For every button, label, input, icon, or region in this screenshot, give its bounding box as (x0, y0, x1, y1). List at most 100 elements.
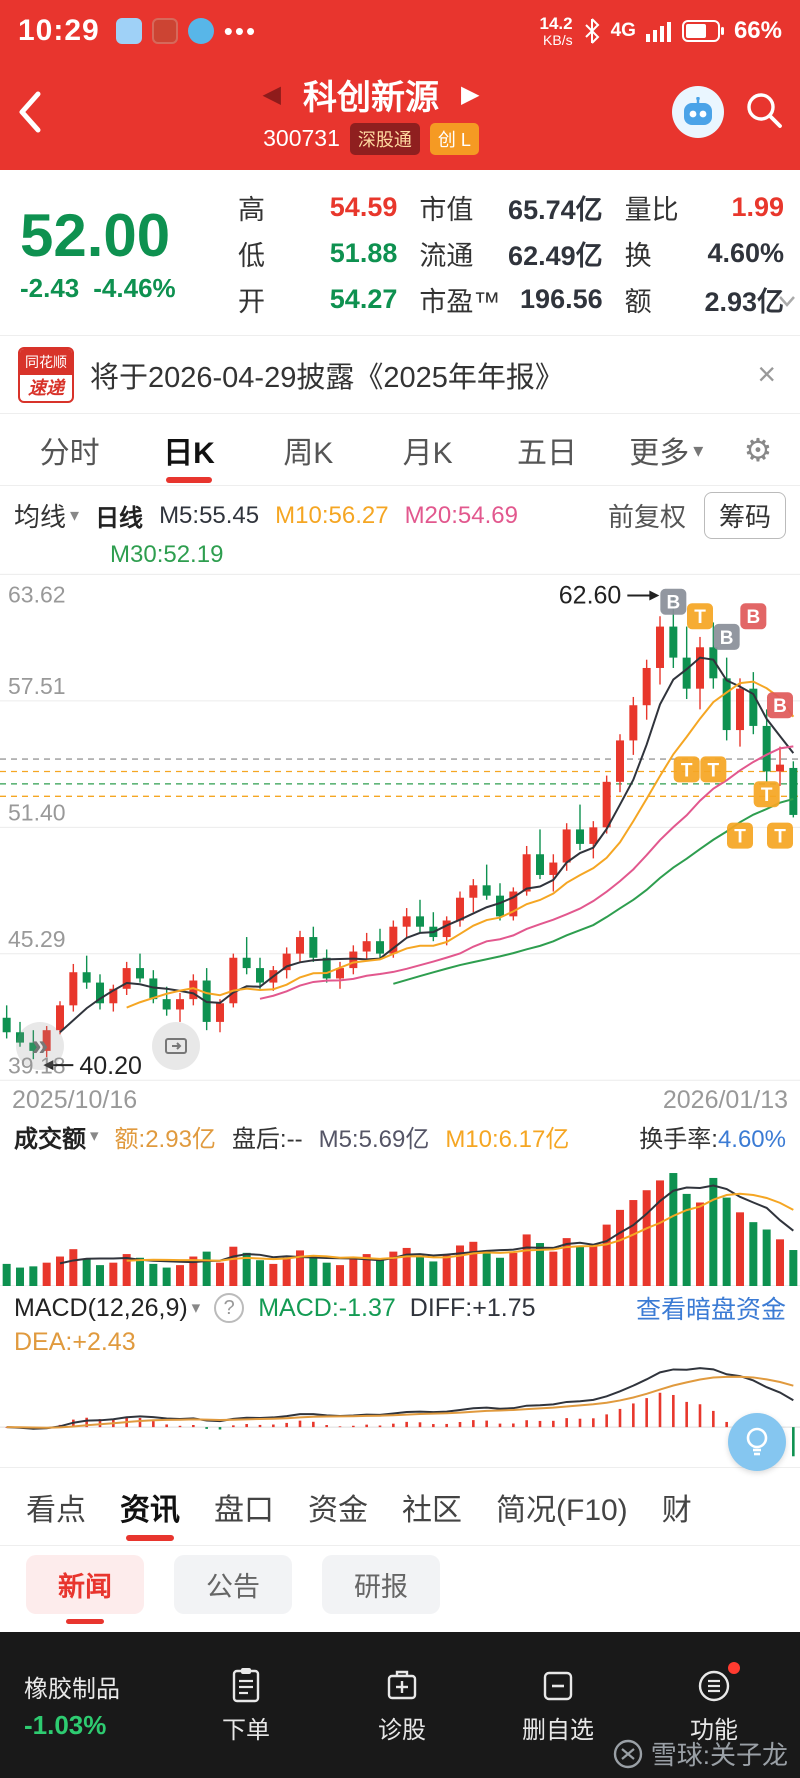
app-header: 10:29 ••• 14.2 KB/s 4G (0, 0, 800, 170)
ma-dropdown[interactable]: 均线 ▾ (14, 502, 80, 532)
notification-red-dot (728, 1661, 740, 1674)
dark-pool-funds-link[interactable]: 查看暗盘资金 (635, 1296, 786, 1324)
landscape-rotate-button[interactable] (152, 1022, 200, 1070)
caret-down-icon: ▾ (70, 505, 80, 526)
tab-daily-k[interactable]: 日K (129, 414, 248, 485)
svg-text:T: T (734, 827, 746, 848)
last-price: 52.00 (20, 201, 171, 269)
banner-text: 将于2026-04-29披露《2025年年报》 (90, 361, 564, 394)
chart-settings-gear-icon[interactable]: ⚙ (743, 430, 773, 469)
volume-chart[interactable] (0, 1156, 800, 1286)
diagnose-stock-button[interactable]: 诊股 (324, 1666, 480, 1745)
ma-info-bar: 均线 ▾ 日线 M5:55.45 M10:56.27 M20:54.69 前复权 … (0, 486, 800, 568)
prev-stock-arrow-icon[interactable]: ◀ (262, 80, 281, 108)
ths-express-logo: 同花顺 速递 (18, 346, 74, 403)
svg-text:57.51: 57.51 (8, 673, 66, 699)
banner-close-icon[interactable]: × (757, 356, 776, 392)
tab-monthly-k[interactable]: 月K (402, 436, 453, 470)
tab-financials-clipped[interactable]: 财 (661, 1493, 692, 1527)
stock-connect-badge: 深股通 (349, 122, 420, 155)
volume-ma10: M10:6.17亿 (445, 1125, 570, 1153)
dea-value: DEA:+2.43 (14, 1328, 136, 1356)
tab-news-feed[interactable]: 资讯 (120, 1468, 180, 1545)
quote-field-low: 低 51.88 (238, 237, 398, 271)
subtab-announcements[interactable]: 公告 (174, 1554, 292, 1614)
tab-minute[interactable]: 分时 (39, 436, 100, 470)
caret-down-icon: ▾ (191, 1298, 201, 1318)
xueqiu-logo-icon (613, 1739, 642, 1768)
network-type: 4G (610, 20, 636, 41)
quote-field-mktcap: 市值 65.74亿 (419, 194, 603, 225)
ma20-value: M20:54.69 (404, 501, 518, 529)
tab-order-book[interactable]: 盘口 (214, 1493, 274, 1527)
news-banner[interactable]: 同花顺 速递 将于2026-04-29披露《2025年年报》 × (0, 336, 800, 414)
axis-start-date: 2025/10/16 (12, 1085, 138, 1114)
signal-bars-icon (645, 22, 671, 42)
clock: 10:29 (18, 14, 100, 47)
quote-field-turnover: 换 4.60% (624, 237, 784, 271)
tab-profile-f10[interactable]: 简况(F10) (496, 1493, 628, 1527)
functions-menu-button[interactable]: 功能 (636, 1661, 792, 1745)
section-tab-bar: 看点 资讯 盘口 资金 社区 简况(F10) 财 (0, 1468, 800, 1546)
tab-weekly-k[interactable]: 周K (283, 436, 334, 470)
svg-text:45.29: 45.29 (8, 926, 66, 952)
message-icon (115, 18, 142, 44)
network-speed: 14.2 KB/s (539, 13, 573, 48)
ma-period-label: 日线 (95, 505, 144, 532)
active-subtab-underline (66, 1618, 104, 1624)
svg-text:T: T (681, 760, 693, 781)
back-button[interactable] (14, 77, 70, 147)
price-change: -2.43 -4.46% (20, 272, 176, 303)
axis-end-date: 2026/01/13 (662, 1085, 788, 1114)
tab-more[interactable]: 更多 ▾ (629, 436, 704, 470)
browser-icon (187, 18, 214, 44)
quote-field-amount: 额 2.93亿 (624, 286, 784, 317)
help-icon[interactable]: ? (214, 1293, 245, 1323)
lightbulb-assistant-button[interactable] (728, 1413, 786, 1471)
search-icon[interactable] (742, 88, 786, 137)
tab-community[interactable]: 社区 (402, 1493, 462, 1527)
next-stock-arrow-icon[interactable]: ▶ (461, 80, 480, 108)
macd-indicator-dropdown[interactable]: MACD(12,26,9) ▾ (14, 1293, 201, 1322)
svg-text:40.20: 40.20 (79, 1052, 142, 1080)
svg-text:62.60: 62.60 (559, 582, 622, 610)
chip-distribution-button[interactable]: 筹码 (703, 492, 786, 539)
stock-name-title: 科创新源 (303, 78, 439, 117)
stocks-app-icon (151, 18, 178, 44)
subtab-research[interactable]: 研报 (322, 1554, 440, 1614)
remove-watchlist-button[interactable]: 删自选 (480, 1666, 636, 1745)
tab-highlights[interactable]: 看点 (26, 1493, 86, 1527)
expand-quote-chevron-icon[interactable] (778, 294, 796, 313)
place-order-button[interactable]: 下单 (168, 1666, 324, 1745)
turnover-rate: 换手率:4.60% (639, 1125, 786, 1153)
caret-down-icon: ▾ (693, 437, 704, 462)
ma30-value: M30:52.19 (110, 541, 224, 568)
macd-chart[interactable] (0, 1356, 800, 1471)
subtab-news[interactable]: 新闻 (26, 1554, 144, 1614)
svg-text:B: B (666, 593, 680, 614)
status-bar: 10:29 ••• 14.2 KB/s 4G (0, 0, 800, 62)
svg-text:B: B (773, 696, 787, 717)
adjust-mode-button[interactable]: 前复权 (607, 502, 686, 532)
tab-funds[interactable]: 资金 (308, 1493, 368, 1527)
volume-indicator-dropdown[interactable]: 成交额 ▾ (14, 1125, 99, 1153)
svg-text:T: T (774, 827, 786, 848)
battery-icon (681, 20, 724, 42)
caret-down-icon: ▾ (90, 1126, 99, 1146)
date-axis: 2025/10/16 2026/01/13 (0, 1084, 800, 1116)
stock-code: 300731 (263, 125, 340, 151)
svg-text:T: T (761, 785, 773, 806)
tab-five-day[interactable]: 五日 (516, 436, 577, 470)
svg-text:B: B (720, 628, 734, 649)
chinext-badge: 创 L (429, 122, 479, 155)
kline-chart[interactable]: 63.62 57.51 51.40 45.29 39.18 B T B B B T T T T T 62.60… (0, 550, 800, 1084)
ai-assistant-robot-icon[interactable] (672, 86, 724, 138)
sector-quote-button[interactable]: 橡胶制品 -1.03% (24, 1676, 120, 1740)
diff-value: DIFF:+1.75 (409, 1293, 536, 1322)
quote-field-volratio: 量比 1.99 (624, 191, 784, 225)
quote-field-open: 开 54.27 (238, 283, 398, 317)
period-tab-bar: 分时 日K 周K 月K 五日 更多 ▾ ⚙ (0, 414, 800, 486)
collapse-chevrons-button[interactable]: » (16, 1022, 64, 1070)
order-clipboard-icon (232, 1667, 260, 1702)
